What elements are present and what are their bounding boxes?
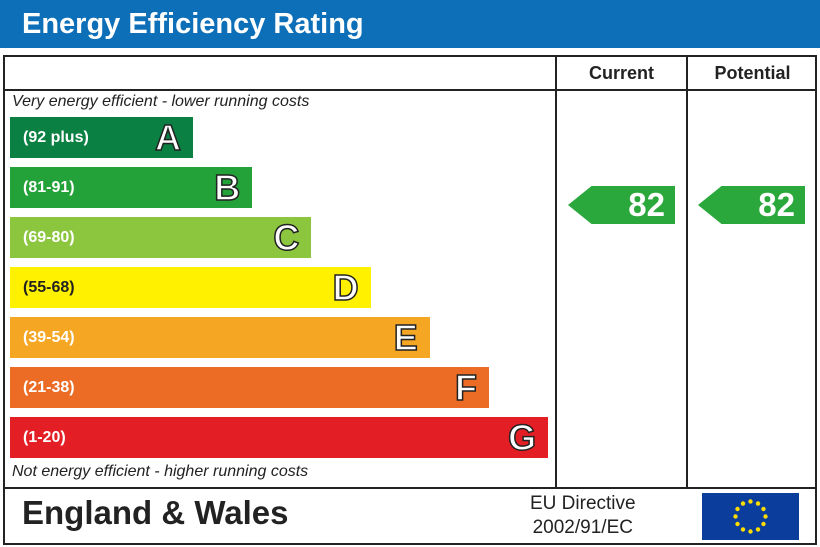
- band-range: (1-20): [23, 429, 66, 446]
- star-icon: [761, 521, 766, 527]
- eu-directive: EU Directive 2002/91/EC: [530, 492, 636, 540]
- rating-frame: [3, 55, 817, 545]
- star-icon: [735, 521, 740, 527]
- directive-line2: 2002/91/EC: [532, 517, 633, 538]
- band-range: (39-54): [23, 329, 75, 346]
- band-letter: F: [454, 366, 478, 409]
- potential-header: Potential: [714, 63, 791, 83]
- region-label: England & Wales: [22, 494, 289, 531]
- star-icon: [755, 527, 761, 532]
- divider: [3, 487, 817, 489]
- bar-D: (55-68) D: [10, 266, 371, 309]
- star-icon: [748, 529, 753, 534]
- divider: [3, 89, 817, 91]
- current-header: Current: [588, 63, 654, 83]
- band-letter: G: [507, 416, 537, 459]
- current-rating-value: 82: [628, 186, 665, 223]
- eu-flag-icon: [702, 493, 799, 540]
- band-range: (55-68): [23, 279, 75, 296]
- bar-G: (1-20) G: [10, 416, 549, 459]
- band-letter: D: [332, 266, 360, 309]
- band-letter: A: [154, 116, 182, 159]
- bar-F: (21-38) F: [10, 366, 489, 409]
- star-icon: [755, 501, 761, 506]
- band-range: (21-38): [23, 379, 75, 396]
- divider: [555, 55, 557, 488]
- top-note: Very energy efficient - lower running co…: [12, 93, 310, 110]
- band-range: (92 plus): [23, 129, 89, 146]
- band-letter: E: [393, 316, 419, 359]
- star-icon: [740, 501, 746, 506]
- band-range: (81-91): [23, 179, 75, 196]
- star-icon: [740, 527, 746, 532]
- band-letter: C: [273, 216, 301, 259]
- star-icon: [735, 506, 740, 512]
- band-range: (69-80): [23, 229, 75, 246]
- bar-E: (39-54) E: [10, 316, 430, 359]
- potential-rating-value: 82: [758, 186, 795, 223]
- bar-B: (81-91) B: [10, 166, 253, 209]
- star-icon: [761, 506, 766, 512]
- potential-rating-arrow: 82: [698, 186, 805, 224]
- star-icon: [748, 499, 753, 504]
- bottom-note: Not energy efficient - higher running co…: [12, 463, 309, 480]
- divider: [686, 55, 688, 488]
- chart-title: Energy Efficiency Rating: [0, 0, 820, 48]
- bar-A: (92 plus) A: [10, 116, 193, 159]
- bar-C: (69-80) C: [10, 216, 312, 259]
- current-rating-arrow: 82: [568, 186, 675, 224]
- directive-line1: EU Directive: [530, 493, 636, 514]
- star-icon: [763, 514, 768, 519]
- band-letter: B: [213, 166, 241, 209]
- star-icon: [733, 514, 738, 519]
